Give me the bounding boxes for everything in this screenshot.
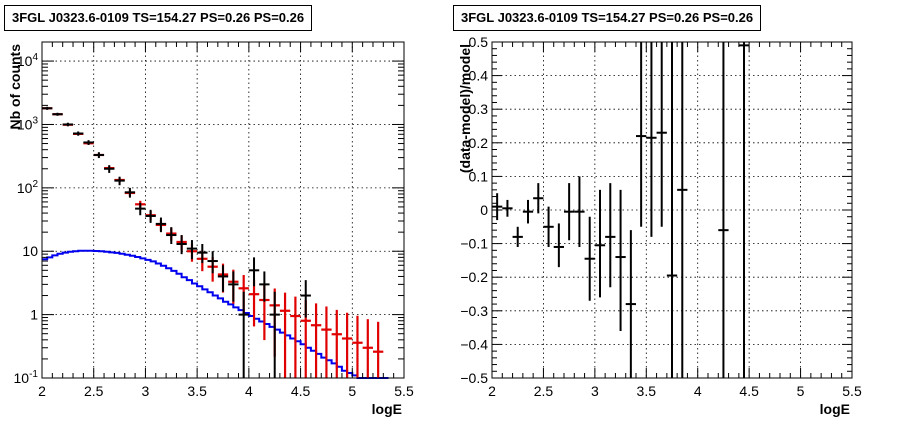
y-tick-label: −0.1: [460, 236, 488, 252]
x-tick-label: 4.5: [739, 383, 759, 399]
x-tick-label: 5.5: [394, 383, 414, 399]
residual-panel: 2 2.5 3 3.5 4 4.5 5 5.5 −0.5 −0.4 −0.3 −0.2 −0.1 0 0.1…: [457, 34, 862, 417]
x-tick-label: 5: [348, 383, 356, 399]
x-tick-label: 5: [797, 383, 805, 399]
model-step-line: [42, 249, 389, 379]
x-tick-label: 4: [245, 383, 253, 399]
x-tick-label: 3.5: [187, 383, 207, 399]
y-tick-label: 103: [17, 115, 39, 132]
x-axis-title: logE: [820, 401, 850, 417]
y-tick-label: −0.5: [460, 370, 488, 386]
y-tick-label: 102: [17, 179, 39, 196]
x-tick-label: 4.5: [291, 383, 311, 399]
x-tick-label: 5.5: [842, 383, 862, 399]
x-tick-label: 3: [591, 383, 599, 399]
y-axis-title: Nb of counts: [7, 44, 23, 130]
x-tick-label: 4: [694, 383, 702, 399]
x-tick-label: 2.5: [84, 383, 104, 399]
x-axis-title: logE: [372, 401, 402, 417]
y-tick-label: 0.4: [469, 68, 489, 84]
right-plot-title: 3FGL J0323.6-0109 TS=154.27 PS=0.26 PS=0…: [453, 5, 762, 31]
y-tick-label: 0: [480, 202, 488, 218]
y-tick-label: −0.4: [460, 336, 488, 352]
y-tick-label: 0.1: [469, 168, 489, 184]
counts-panel: 2 2.5 3 3.5 4 4.5 5 5.5 10-1 1 10 102 103 104 logE Nb o…: [7, 41, 414, 417]
y-tick-label: 10: [22, 243, 38, 259]
y-axis-title: (data-model)/model: [457, 44, 473, 173]
x-tick-label: 2.5: [534, 383, 554, 399]
x-tick-label: 2: [488, 383, 496, 399]
x-tick-label: 3: [142, 383, 150, 399]
y-tick-label: 1: [30, 307, 38, 323]
y-tick-label: −0.3: [460, 303, 488, 319]
plot-background: [42, 42, 404, 378]
y-tick-label: 0.5: [469, 34, 489, 50]
y-tick-label: 0.3: [469, 101, 489, 117]
plot-frame: [41, 41, 405, 379]
y-tick-label: 104: [17, 52, 39, 69]
left-plot-title: 3FGL J0323.6-0109 TS=154.27 PS=0.26 PS=0…: [4, 5, 313, 31]
y-tick-label: 0.2: [469, 135, 489, 151]
x-tick-label: 3.5: [637, 383, 657, 399]
x-tick-label: 2: [38, 383, 46, 399]
y-tick-label: 10-1: [14, 369, 39, 386]
y-tick-label: −0.2: [460, 269, 488, 285]
